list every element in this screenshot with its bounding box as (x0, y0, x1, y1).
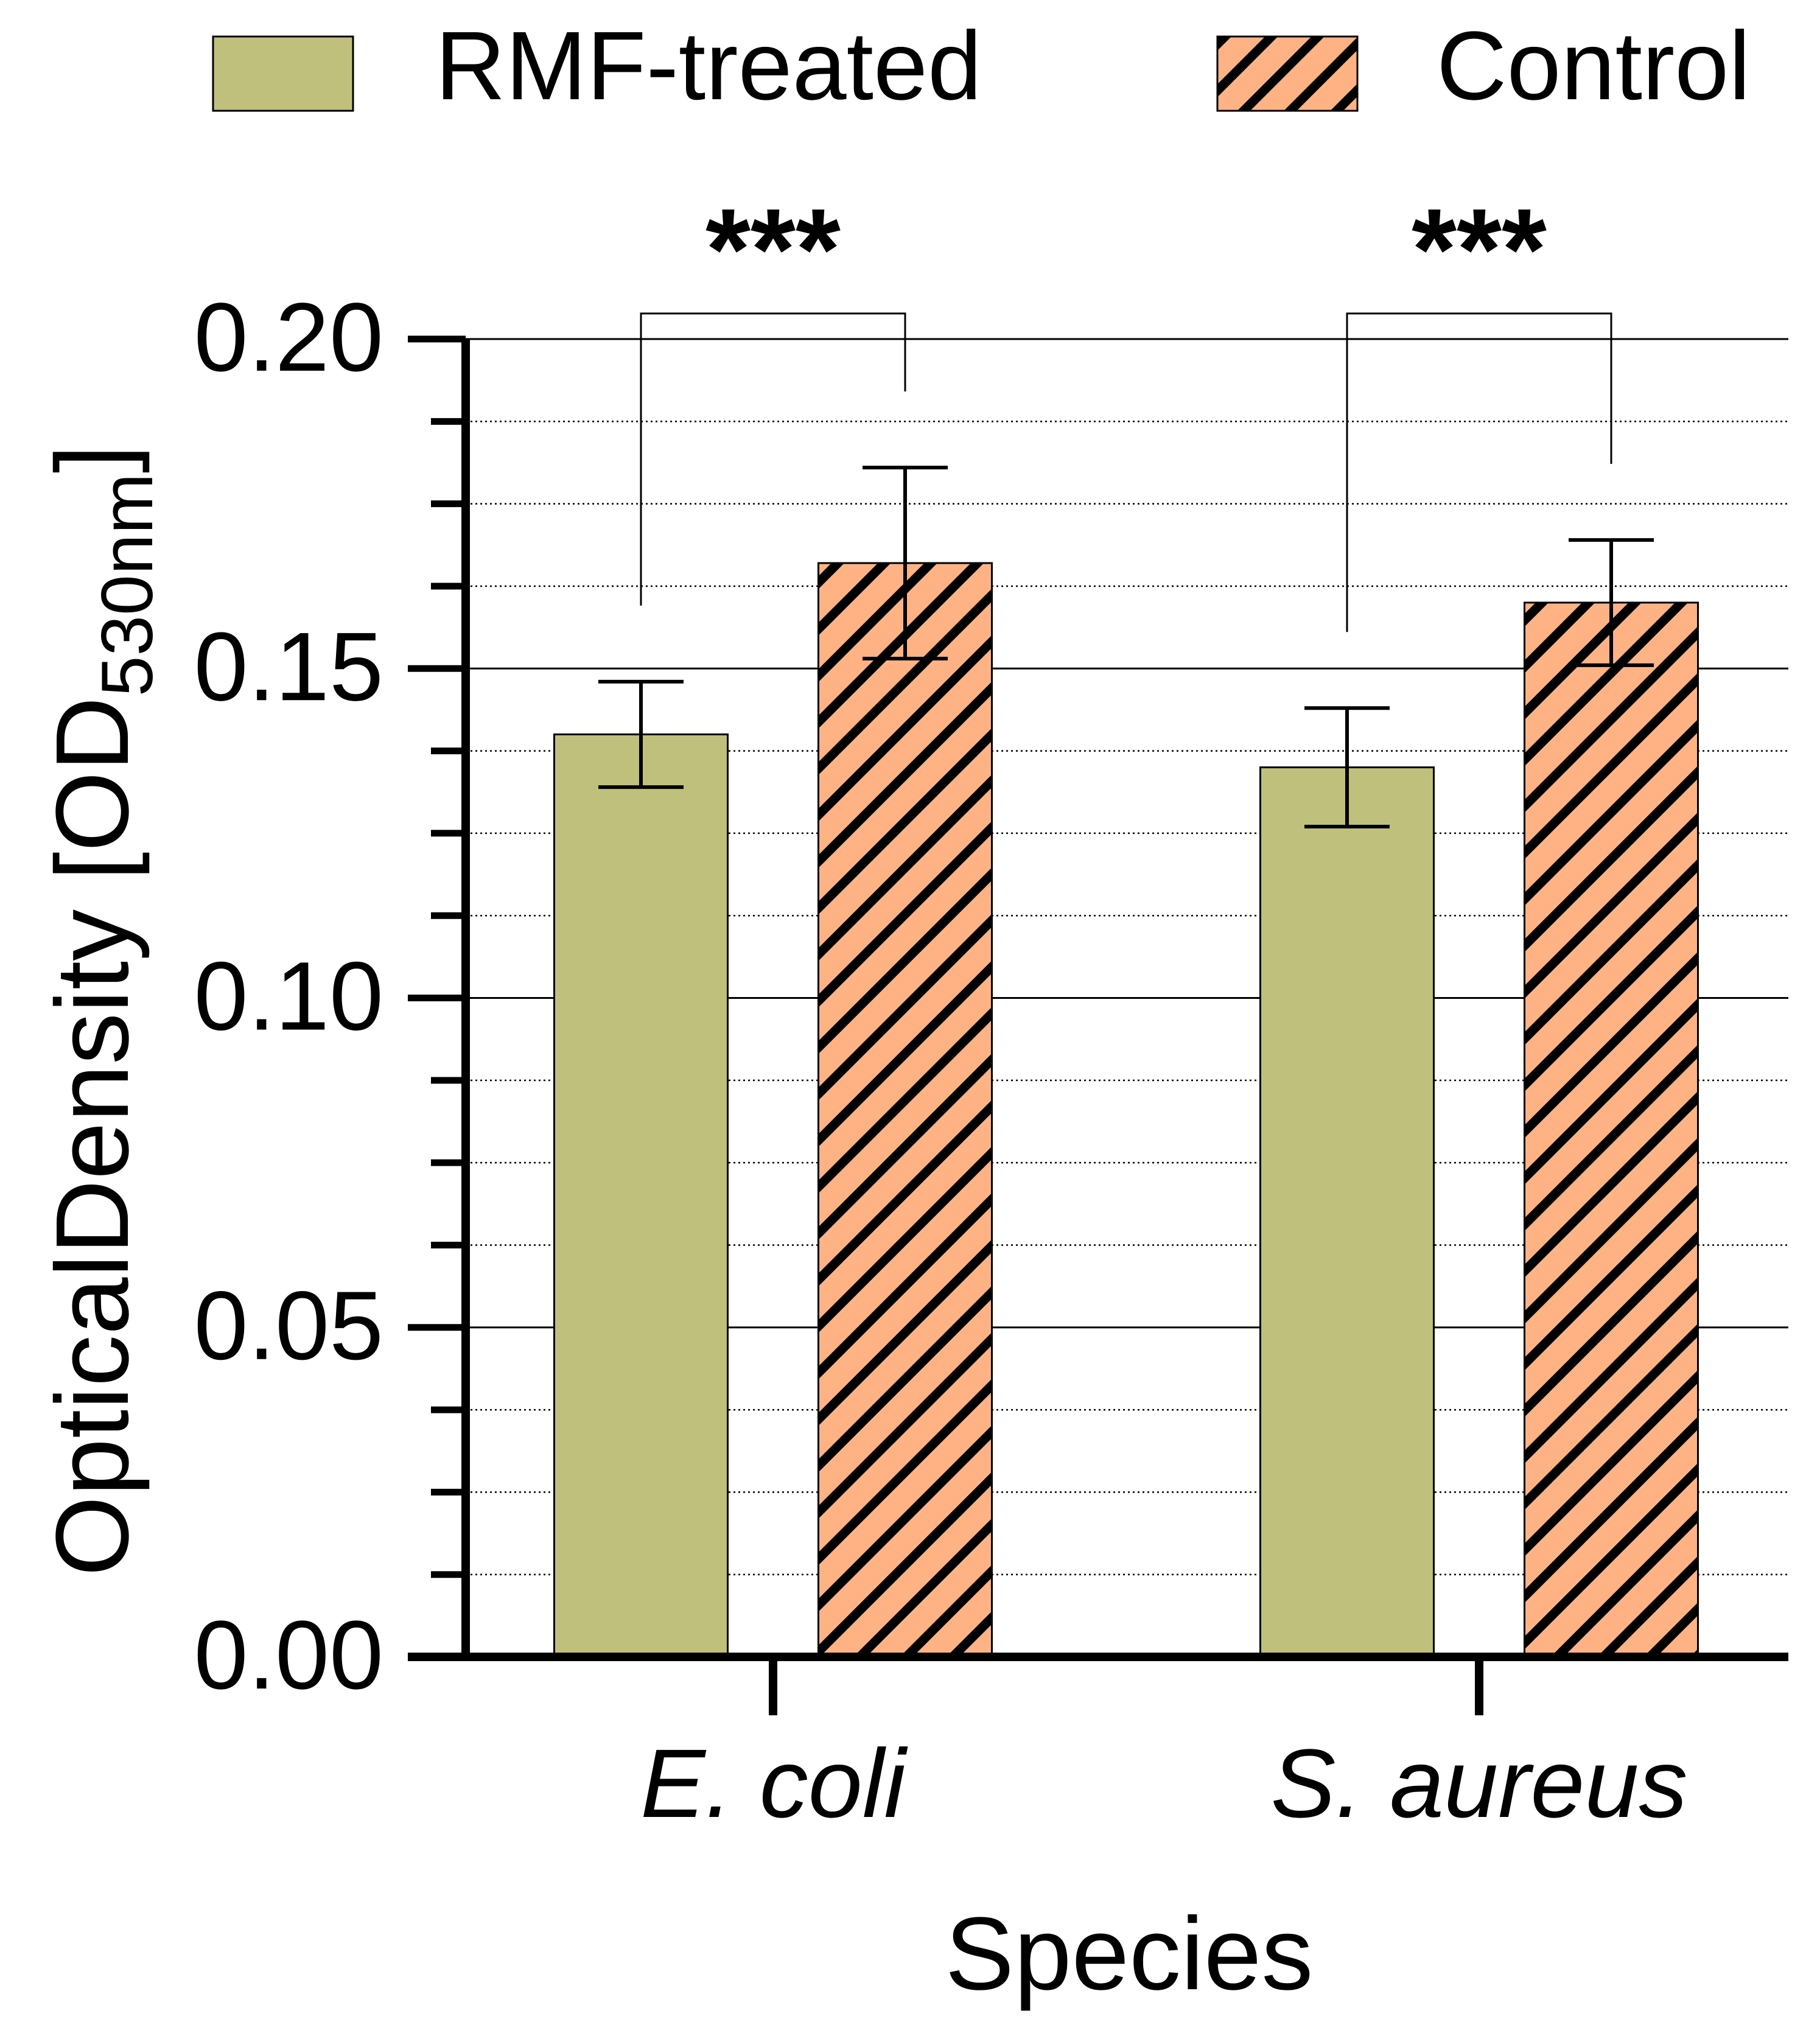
y-axis-title-close: ] (35, 444, 150, 473)
significance-label: *** (1412, 185, 1547, 314)
legend: RMF-treated Control (212, 11, 1751, 120)
x-tick-label: S. aureus (1271, 1729, 1688, 1838)
significance-bracket (640, 312, 906, 606)
axes (408, 335, 1788, 1715)
bar (553, 733, 729, 1658)
bar (1524, 601, 1699, 1658)
x-tick-labels: E. coli S. aureus (640, 1729, 1687, 1838)
legend-swatch-control (1216, 35, 1359, 112)
legend-label-control: Control (1437, 11, 1751, 120)
legend-label-rmf-treated: RMF-treated (435, 11, 982, 120)
bar (817, 562, 993, 1658)
y-tick-label: 0.00 (194, 1600, 383, 1709)
legend-swatch-rmf-treated (212, 35, 354, 112)
significance-brackets: *** *** (640, 185, 1612, 632)
significance-bracket (1346, 312, 1612, 632)
error-bars (598, 466, 1654, 829)
y-tick-label: 0.10 (194, 942, 383, 1051)
x-tick-label: E. coli (640, 1729, 908, 1838)
y-tick-labels: 0.00 0.05 0.10 0.15 0.20 (194, 282, 383, 1709)
y-tick-label: 0.05 (194, 1271, 383, 1380)
bars (553, 562, 1699, 1658)
y-axis-title-main: OpticalDensity [OD (35, 696, 150, 1576)
bar (1259, 766, 1435, 1658)
x-axis-title: Species (945, 1896, 1314, 2012)
y-tick-label: 0.15 (194, 612, 383, 721)
significance-label: *** (705, 185, 841, 314)
y-axis-title-subscript: 530nm (86, 473, 168, 696)
y-axis-title: OpticalDensity [OD530nm] (35, 444, 168, 1577)
y-tick-label: 0.20 (194, 282, 383, 391)
